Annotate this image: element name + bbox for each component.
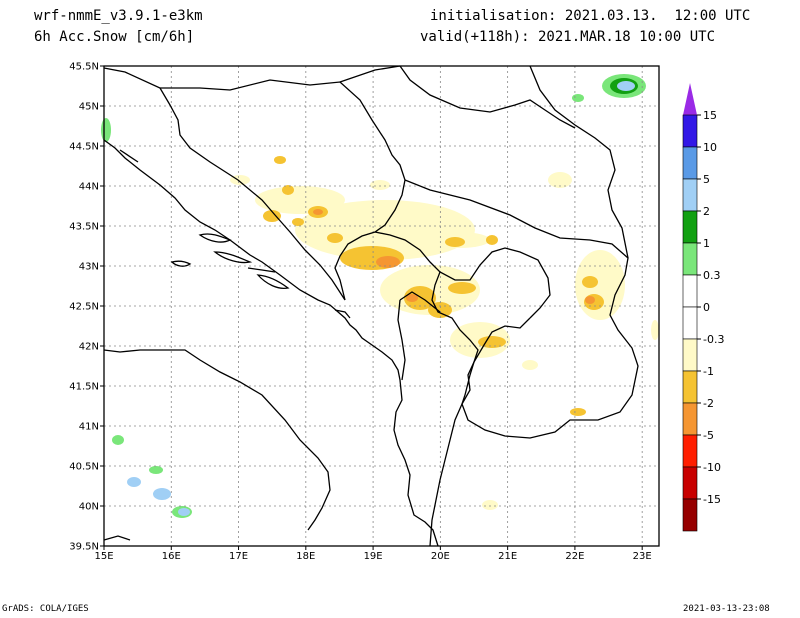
colorbar-label: -2 xyxy=(703,397,714,410)
colorbar-swatch xyxy=(682,146,698,180)
footer-software: GrADS: COLA/IGES xyxy=(2,604,89,614)
colorbar-label: -0.3 xyxy=(703,333,724,346)
colorbar-swatch xyxy=(682,370,698,404)
variable-title: 6h Acc.Snow [cm/6h] xyxy=(34,29,195,45)
lat-tick-label: 42.5N xyxy=(69,302,99,313)
colorbar-label: -1 xyxy=(703,365,714,378)
colorbar-swatch xyxy=(682,402,698,436)
colorbar-label: 0.3 xyxy=(703,269,721,282)
lat-tick-label: 42N xyxy=(79,342,99,353)
initialisation-time: initialisation: 2021.03.13. 12:00 UTC xyxy=(430,8,751,24)
colorbar-label: -15 xyxy=(703,493,721,506)
colorbar-label: 0 xyxy=(703,301,710,314)
lon-tick-label: 18E xyxy=(296,551,315,562)
lat-tick-label: 39.5N xyxy=(69,542,99,553)
lon-tick-label: 23E xyxy=(633,551,652,562)
lat-tick-label: 45N xyxy=(79,102,99,113)
map-frame xyxy=(104,66,659,546)
lon-tick-label: 16E xyxy=(162,551,181,562)
colorbar-swatch xyxy=(682,242,698,276)
colorbar-label: 1 xyxy=(703,237,710,250)
valid-time: valid(+118h): 2021.MAR.18 10:00 UTC xyxy=(420,29,716,45)
lat-tick-label: 44N xyxy=(79,182,99,193)
colorbar-label: 10 xyxy=(703,141,717,154)
colorbar-swatch xyxy=(682,434,698,468)
footer-timestamp: 2021-03-13-23:08 xyxy=(683,604,770,614)
colorbar-label: 2 xyxy=(703,205,710,218)
colorbar-swatch xyxy=(682,114,698,148)
lat-tick-label: 44.5N xyxy=(69,142,99,153)
lon-tick-label: 19E xyxy=(364,551,383,562)
colorbar-label: -10 xyxy=(703,461,721,474)
lat-tick-label: 43.5N xyxy=(69,222,99,233)
colorbar-top-arrow xyxy=(683,83,697,115)
lon-tick-label: 20E xyxy=(431,551,450,562)
lat-tick-label: 40.5N xyxy=(69,462,99,473)
lat-tick-label: 43N xyxy=(79,262,99,273)
lon-tick-label: 15E xyxy=(94,551,113,562)
colorbar-label: 5 xyxy=(703,173,710,186)
colorbar-swatch xyxy=(682,274,698,308)
lon-tick-label: 21E xyxy=(498,551,517,562)
lon-tick-label: 22E xyxy=(565,551,584,562)
colorbar-swatch xyxy=(682,498,698,532)
lat-tick-label: 41N xyxy=(79,422,99,433)
map-grid xyxy=(104,66,659,546)
colorbar: 15 10 5 2 1 0.3 0 -0.3 -1 -2 -5 -10 -15 xyxy=(682,83,724,532)
coastlines-borders xyxy=(103,65,639,547)
colorbar-label: -5 xyxy=(703,429,714,442)
lat-tick-label: 40N xyxy=(79,502,99,513)
colorbar-swatch xyxy=(682,210,698,244)
model-title: wrf-nmmE_v3.9.1-e3km xyxy=(34,8,203,24)
axis-ticks: 15E 16E 17E 18E 19E 20E 21E 22E 23E 39.5N 40N 40.5N… xyxy=(69,62,651,563)
lat-tick-label: 41.5N xyxy=(69,382,99,393)
colorbar-swatch xyxy=(682,338,698,372)
lon-tick-label: 17E xyxy=(229,551,248,562)
lat-tick-label: 45.5N xyxy=(69,62,99,73)
colorbar-swatch xyxy=(682,306,698,340)
colorbar-swatch xyxy=(682,178,698,212)
colorbar-label: 15 xyxy=(703,109,717,122)
colorbar-swatch xyxy=(682,466,698,500)
